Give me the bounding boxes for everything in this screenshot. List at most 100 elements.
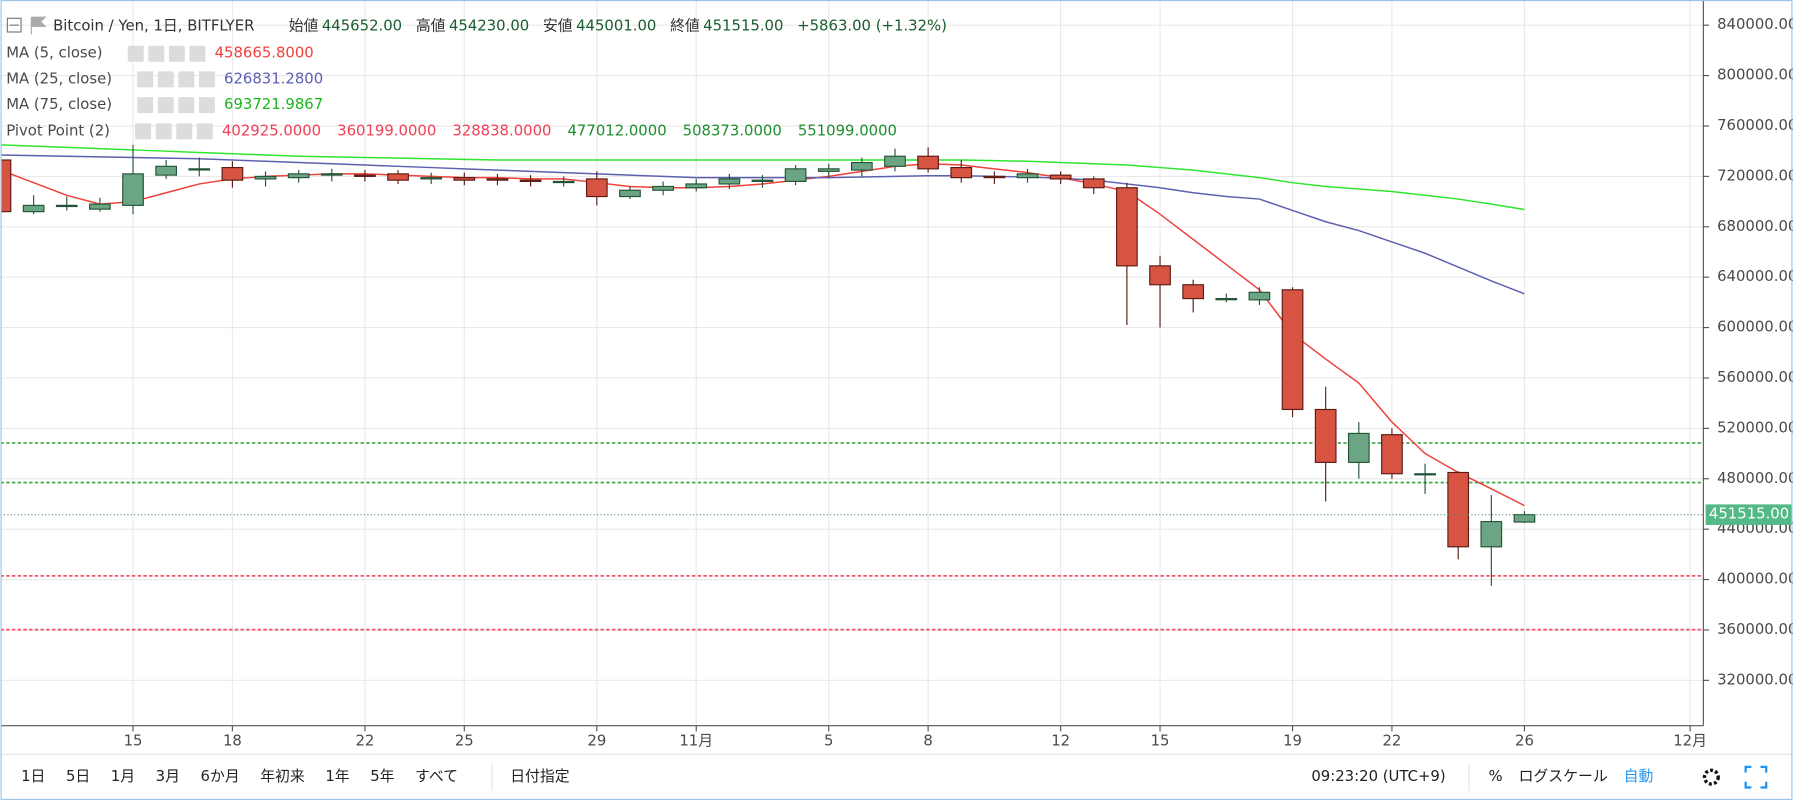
candle-body <box>1182 284 1205 300</box>
indicator-button[interactable] <box>137 71 154 88</box>
candle-body <box>0 159 12 213</box>
candle-body <box>619 189 641 198</box>
candle-body <box>486 178 509 181</box>
x-tick-label: 8 <box>923 732 932 750</box>
x-tick-label: 26 <box>1515 732 1534 750</box>
indicator-button[interactable] <box>178 71 195 88</box>
percent-button[interactable]: % <box>1489 767 1503 785</box>
candle-body <box>22 204 45 213</box>
axes: 320000.00360000.00400000.00440000.004800… <box>0 0 1793 750</box>
x-tick-label: 19 <box>1283 732 1302 750</box>
candle-body <box>254 175 277 180</box>
collapse-icon[interactable] <box>6 17 22 33</box>
indicator-button[interactable] <box>198 71 215 88</box>
y-tick-label: 760000.00 <box>1717 116 1793 134</box>
candle-body <box>519 179 542 182</box>
candle-body <box>718 178 741 185</box>
indicator-button[interactable] <box>198 97 215 114</box>
range-button[interactable]: 3月 <box>156 767 180 785</box>
quote-value: 451515.00 <box>703 16 783 34</box>
indicator-button[interactable] <box>137 97 154 114</box>
candle-body <box>784 168 807 182</box>
y-tick-label: 680000.00 <box>1717 217 1793 235</box>
candle-body <box>751 179 774 182</box>
y-tick-label: 480000.00 <box>1717 469 1793 487</box>
candle-body <box>1480 521 1503 548</box>
indicator-button[interactable] <box>178 97 195 114</box>
candle-body <box>1082 178 1105 189</box>
y-tick-label: 640000.00 <box>1717 267 1793 285</box>
indicator-button[interactable] <box>196 123 213 140</box>
candle-body <box>817 168 840 172</box>
indicator-button[interactable] <box>157 71 174 88</box>
x-tick-label: 22 <box>1382 732 1401 750</box>
candle-body <box>1414 473 1436 476</box>
candle-body <box>89 203 111 210</box>
candle-body <box>1513 514 1536 523</box>
y-tick-label: 720000.00 <box>1717 166 1793 184</box>
candle-body <box>1116 187 1138 267</box>
pivot-value: 402925.0000 <box>222 121 321 139</box>
last-price-box <box>1705 504 1793 525</box>
indicator-value: 626831.2800 <box>224 69 323 87</box>
candle-body <box>585 178 608 198</box>
ma-line <box>0 144 1525 211</box>
range-button[interactable]: 1日 <box>21 767 45 785</box>
range-button[interactable]: 1年 <box>325 767 349 785</box>
range-button[interactable]: すべて <box>415 767 458 785</box>
candle-body <box>155 165 178 176</box>
indicator-value: 458665.8000 <box>215 44 314 62</box>
date-range-button[interactable]: 日付指定 <box>510 767 570 785</box>
candle-body <box>287 173 310 179</box>
range-button[interactable]: 6か月 <box>201 767 240 785</box>
x-tick-label: 11月 <box>679 732 713 750</box>
quote-label: 安値 <box>543 16 573 34</box>
fullscreen-icon[interactable] <box>1744 765 1768 789</box>
auto-scale-button[interactable]: 自動 <box>1624 767 1654 785</box>
quote-label: 始値 <box>289 16 319 34</box>
candle-body <box>1248 291 1271 301</box>
y-tick-label: 800000.00 <box>1717 66 1793 84</box>
x-tick-label: 18 <box>223 732 242 750</box>
candle-body <box>1149 265 1171 286</box>
indicator-button[interactable] <box>127 45 144 62</box>
indicator-button[interactable] <box>168 45 185 62</box>
quote-label: 終値 <box>670 16 700 34</box>
plot-area <box>0 144 1704 631</box>
y-tick-label: 400000.00 <box>1717 570 1793 588</box>
candle-body <box>1016 173 1039 179</box>
clock: 09:23:20 (UTC+9) <box>1311 767 1445 785</box>
indicator-name: MA (5, close) <box>6 44 102 62</box>
log-scale-button[interactable]: ログスケール <box>1519 767 1608 785</box>
candle-body <box>354 174 376 177</box>
pivot-value: 551099.0000 <box>798 121 897 139</box>
candle-body <box>1347 432 1370 463</box>
indicator-button[interactable] <box>157 97 174 114</box>
x-tick-label: 25 <box>455 732 474 750</box>
indicator-button[interactable] <box>189 45 206 62</box>
range-button[interactable]: 5年 <box>370 767 394 785</box>
candle-body <box>55 204 78 208</box>
candle-body <box>122 173 144 206</box>
indicator-button[interactable] <box>135 123 152 140</box>
indicator-button[interactable] <box>176 123 193 140</box>
pivot-value: 508373.0000 <box>683 121 782 139</box>
candle-body <box>950 166 973 179</box>
range-button[interactable]: 5日 <box>66 767 90 785</box>
toolbar: 1日 5日 1月 3月 6か月 年初来 1年 5年 すべて 日付指定 09:23:20 (UTC+9… <box>0 753 1793 791</box>
legend: Bitcoin / Yen, 1日, BITFLYER 始値 445652.00 高値… <box>6 16 947 140</box>
range-button[interactable]: 年初来 <box>260 767 305 785</box>
candle-body <box>1215 298 1238 301</box>
indicator-name: MA (25, close) <box>6 69 112 87</box>
indicator-button[interactable] <box>155 123 172 140</box>
candle-body <box>851 161 873 171</box>
range-button[interactable]: 1月 <box>111 767 135 785</box>
x-tick-label: 12 <box>1051 732 1070 750</box>
settings-icon[interactable] <box>1702 768 1720 786</box>
quote-value: 454230.00 <box>449 16 529 34</box>
indicator-button[interactable] <box>148 45 165 62</box>
